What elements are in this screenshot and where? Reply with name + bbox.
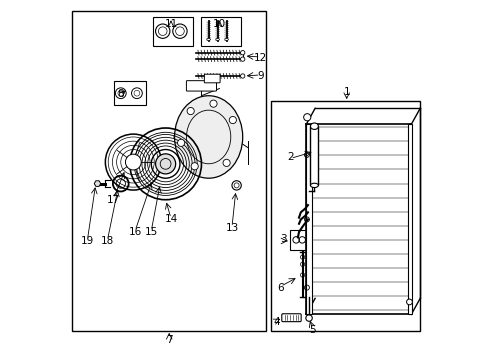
Ellipse shape bbox=[215, 39, 219, 41]
Circle shape bbox=[303, 114, 310, 121]
Circle shape bbox=[240, 50, 244, 55]
Text: 13: 13 bbox=[225, 224, 238, 233]
Ellipse shape bbox=[310, 183, 318, 188]
Ellipse shape bbox=[206, 39, 210, 41]
Polygon shape bbox=[94, 181, 101, 186]
FancyBboxPatch shape bbox=[186, 81, 216, 91]
Circle shape bbox=[125, 154, 141, 170]
Text: 16: 16 bbox=[128, 227, 142, 237]
Ellipse shape bbox=[310, 123, 318, 130]
Ellipse shape bbox=[224, 39, 228, 41]
Text: 11: 11 bbox=[164, 19, 177, 29]
Text: 19: 19 bbox=[81, 236, 94, 246]
Text: 15: 15 bbox=[144, 227, 158, 237]
Circle shape bbox=[155, 154, 175, 174]
Circle shape bbox=[177, 139, 184, 147]
FancyBboxPatch shape bbox=[281, 314, 301, 321]
Polygon shape bbox=[407, 125, 411, 315]
Ellipse shape bbox=[174, 96, 242, 178]
Circle shape bbox=[240, 74, 244, 78]
Text: 10: 10 bbox=[212, 19, 225, 29]
Text: 3: 3 bbox=[280, 234, 286, 244]
Text: 12: 12 bbox=[253, 53, 267, 63]
Circle shape bbox=[191, 163, 198, 170]
FancyBboxPatch shape bbox=[204, 74, 220, 83]
Circle shape bbox=[187, 108, 194, 114]
Circle shape bbox=[240, 57, 244, 61]
Circle shape bbox=[209, 100, 217, 107]
Circle shape bbox=[231, 181, 241, 190]
Polygon shape bbox=[305, 125, 311, 315]
Polygon shape bbox=[310, 126, 318, 185]
Text: 4: 4 bbox=[273, 317, 280, 327]
Text: 5: 5 bbox=[309, 325, 315, 335]
Text: 14: 14 bbox=[164, 215, 177, 224]
Circle shape bbox=[406, 299, 411, 305]
Text: 2: 2 bbox=[286, 152, 293, 162]
Circle shape bbox=[229, 117, 236, 123]
Text: 17: 17 bbox=[107, 195, 120, 205]
Circle shape bbox=[223, 159, 230, 166]
Text: 1: 1 bbox=[343, 87, 349, 97]
Text: 6: 6 bbox=[277, 283, 283, 293]
Text: 9: 9 bbox=[257, 71, 264, 81]
Text: 7: 7 bbox=[165, 334, 172, 345]
Text: 18: 18 bbox=[101, 236, 114, 246]
Text: 8: 8 bbox=[117, 89, 124, 99]
